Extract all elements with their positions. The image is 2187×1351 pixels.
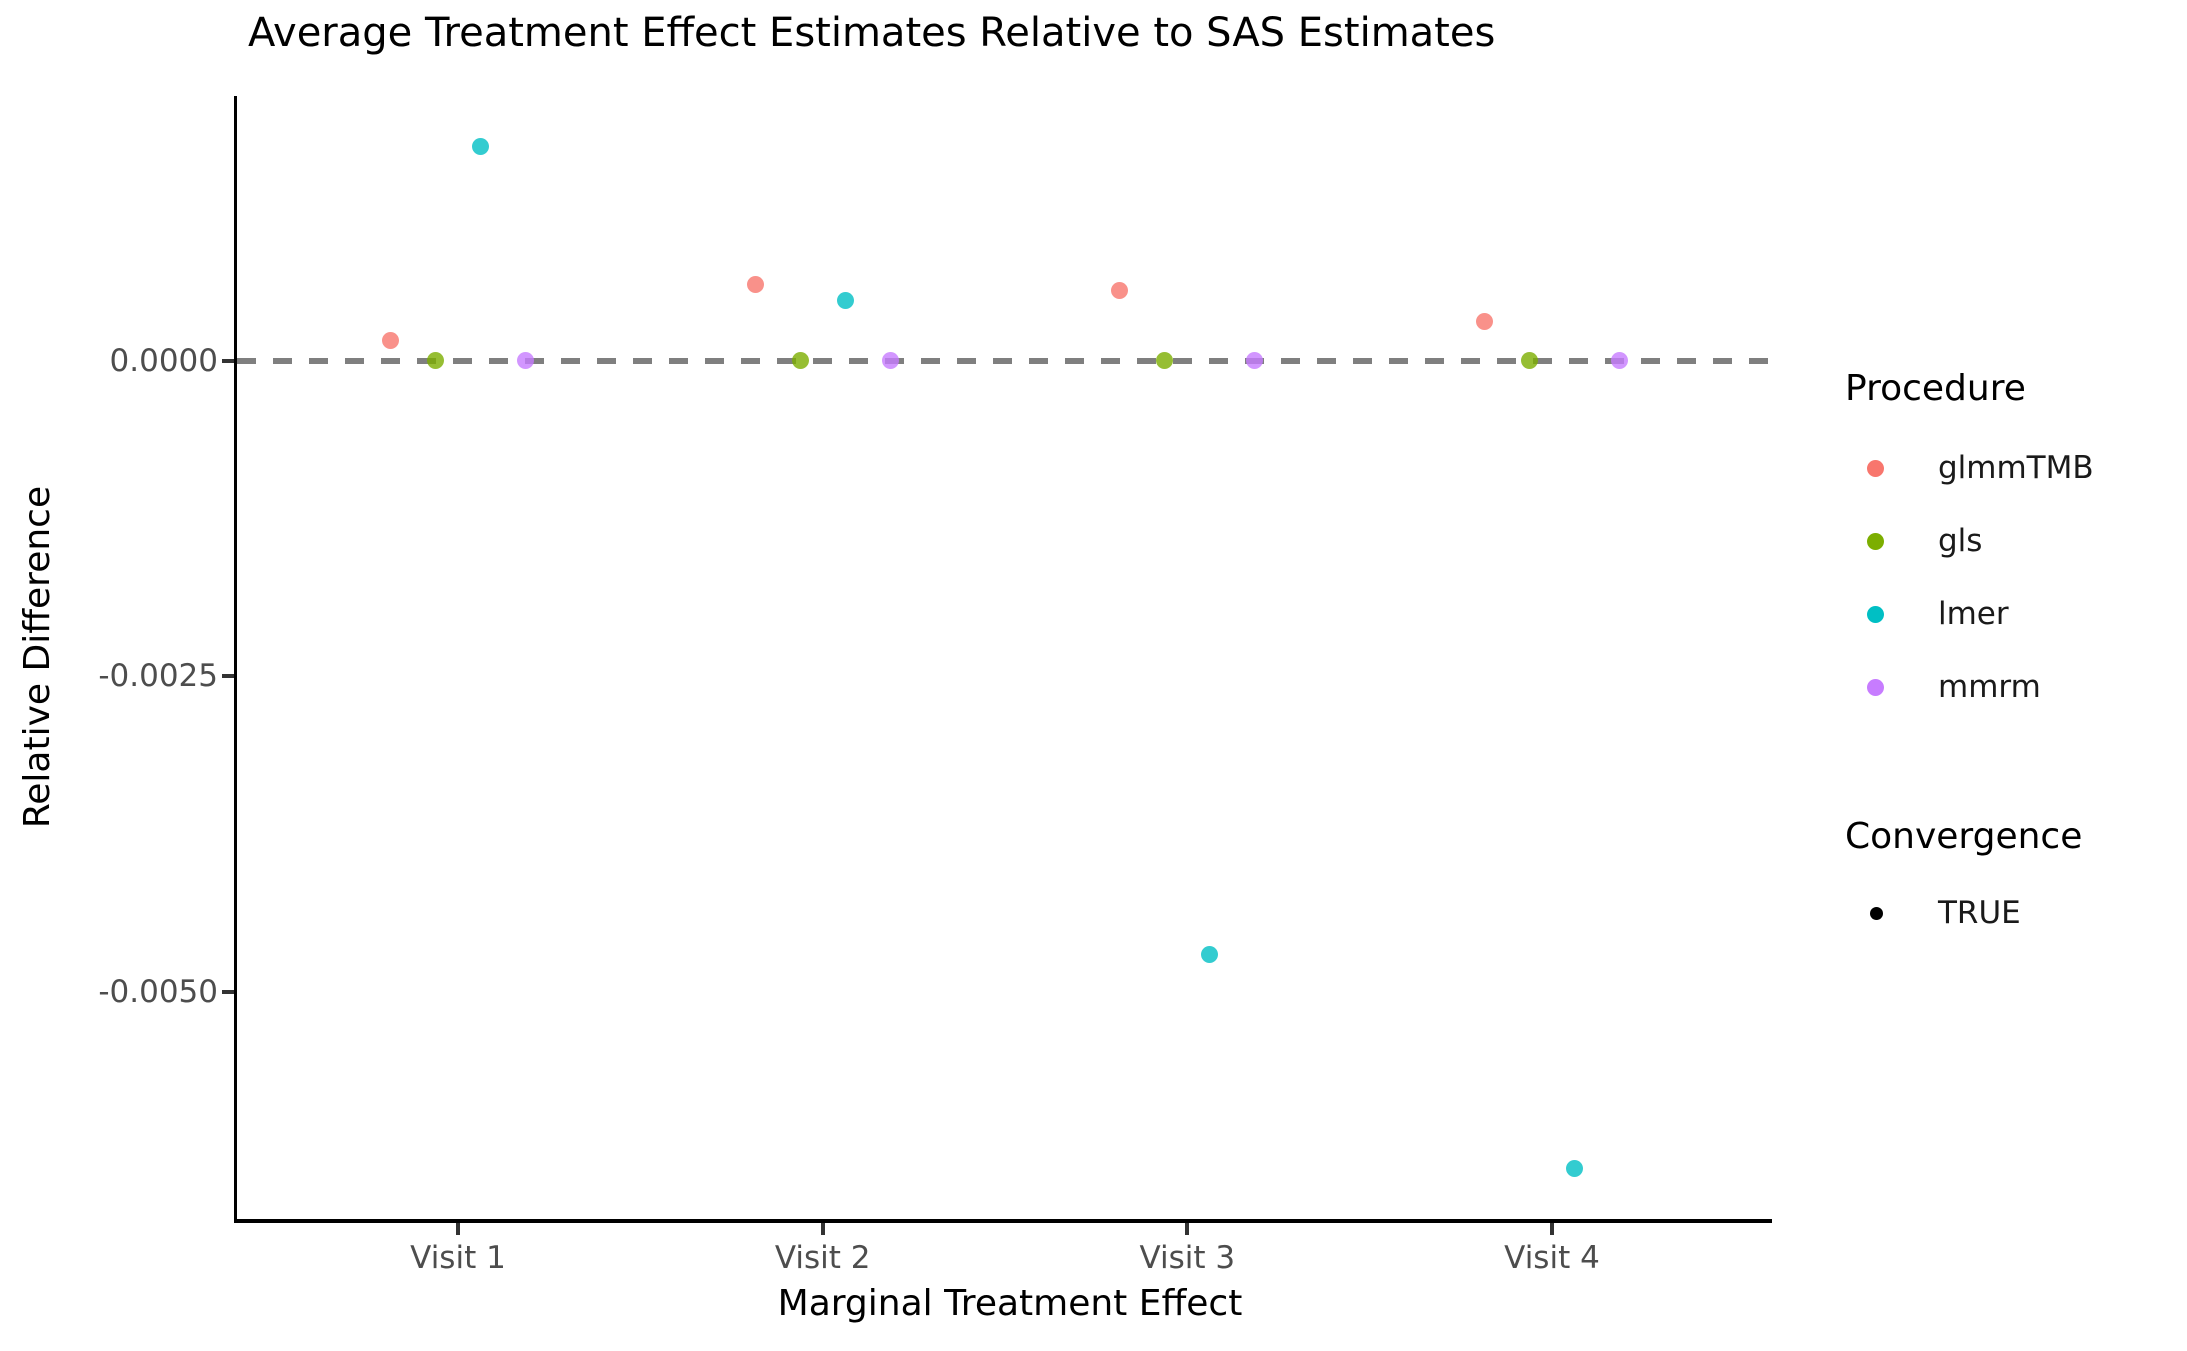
x-axis-title: Marginal Treatment Effect xyxy=(777,1283,1243,1324)
y-tick-label: -0.0025 xyxy=(98,658,218,695)
y-tick-label: 0.0000 xyxy=(109,342,218,379)
plot-panel xyxy=(234,96,1772,1223)
y-axis-title: Relative Difference xyxy=(17,485,58,829)
glmmTMB-dot-icon xyxy=(1867,460,1884,477)
legend-convergence-title: Convergence xyxy=(1845,816,2083,857)
legend-procedure-title: Procedure xyxy=(1845,368,2026,409)
x-tick-label: Visit 3 xyxy=(1139,1240,1236,1276)
chart-title: Average Treatment Effect Estimates Relat… xyxy=(248,10,1496,56)
legend-item-label: glmmTMB xyxy=(1938,450,2094,486)
mmrm-dot-icon xyxy=(1867,679,1884,696)
legend-item-label: lmer xyxy=(1938,596,2009,632)
legend-item-label: TRUE xyxy=(1938,895,2021,931)
y-tick-mark xyxy=(222,358,234,363)
x-tick-label: Visit 1 xyxy=(410,1240,506,1276)
legend-item-mmrm: mmrm xyxy=(1845,667,2185,707)
x-tick-mark xyxy=(1550,1223,1554,1235)
y-tick-mark xyxy=(222,674,234,679)
legend-item-label: gls xyxy=(1938,523,1983,559)
x-tick-mark xyxy=(820,1223,825,1235)
lmer-dot-icon xyxy=(1867,606,1884,623)
x-tick-mark xyxy=(1185,1223,1190,1235)
y-tick-mark xyxy=(222,989,234,994)
legend-item-glmmTMB: glmmTMB xyxy=(1845,448,2185,488)
convergence-true-dot-icon xyxy=(1870,907,1883,920)
legend-item-gls: gls xyxy=(1845,521,2185,561)
gls-dot-icon xyxy=(1867,533,1884,550)
x-tick-label: Visit 4 xyxy=(1504,1240,1600,1276)
legend-item-label: mmrm xyxy=(1938,669,2041,705)
x-tick-label: Visit 2 xyxy=(774,1240,871,1276)
legend-item-lmer: lmer xyxy=(1845,594,2185,634)
x-tick-mark xyxy=(456,1223,460,1235)
y-tick-label: -0.0050 xyxy=(98,973,218,1010)
legend-item-convergence-true: TRUE xyxy=(1845,893,2185,933)
